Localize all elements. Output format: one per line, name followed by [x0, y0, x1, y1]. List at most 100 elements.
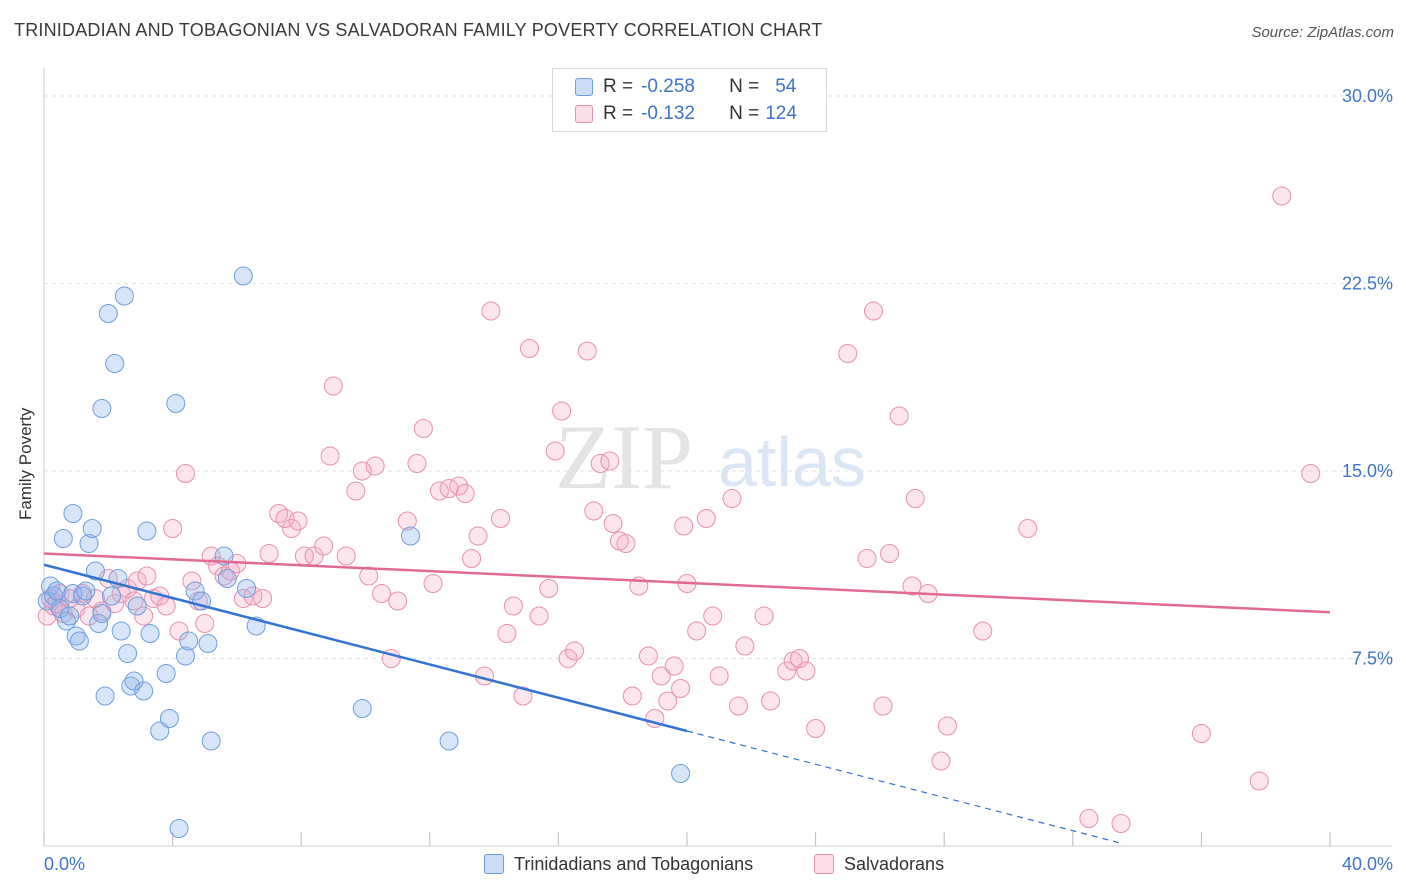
salvadoran-point: [1111, 814, 1131, 833]
trinidadian-point: [66, 626, 86, 646]
trinidadian-point: [134, 681, 154, 701]
salvadoran-point: [529, 606, 549, 626]
trinidadian-point: [185, 581, 205, 601]
trinidadian-point: [114, 286, 134, 306]
watermark-atlas: atlas: [718, 423, 866, 501]
salvadoran-point: [796, 661, 816, 681]
trinidadian-point: [85, 561, 105, 581]
salvadoran-point: [806, 719, 826, 738]
salvadoran-point: [696, 509, 716, 528]
salvadoran-point: [346, 481, 366, 501]
salvadoran-point: [195, 614, 215, 633]
x-tick-label: 0.0%: [44, 854, 85, 874]
trinidadian-point: [401, 526, 421, 546]
salvadoran-point: [491, 509, 511, 528]
salvadoran-point: [937, 716, 957, 736]
salvadorans-points: [37, 186, 1321, 833]
legend-n-label: N =: [729, 76, 760, 97]
salvadoran-point: [790, 649, 810, 668]
trinidadian-point: [95, 686, 115, 706]
salvadoran-point: [603, 514, 623, 533]
salvadoran-point: [259, 544, 279, 563]
trinidadian-point: [201, 731, 221, 751]
salvadoran-point: [545, 441, 565, 461]
trinidadian-point: [137, 521, 157, 541]
salvadoran-point: [359, 566, 379, 586]
salvadoran-point: [314, 536, 334, 556]
salvadoran-point: [873, 696, 893, 716]
y-tick-label: 7.5%: [1352, 649, 1393, 669]
trinidadian-point: [127, 596, 147, 616]
salvadoran-point: [539, 579, 559, 598]
salvadoran-point: [674, 516, 694, 536]
trinidadian-point: [57, 611, 77, 631]
tick-labels: 7.5% 15.0% 22.5% 30.0% 0.0% 40.0%: [44, 86, 1393, 874]
salvadoran-point: [397, 511, 417, 531]
trinidadian-point: [166, 394, 186, 413]
bottom-legend-trinidadian: Trinidadians and Tobagonians: [484, 852, 753, 876]
salvadoran-point: [616, 534, 636, 553]
salvadoran-point: [889, 406, 909, 426]
salvadoran-point: [880, 544, 900, 563]
trinidadian-trend-extension: [686, 730, 1122, 844]
salvadoran-point: [323, 376, 343, 396]
salvadoran-point: [413, 419, 433, 438]
salvadoran-point: [365, 456, 385, 476]
legend-swatch-blue: [575, 78, 593, 96]
salvadoran-point: [584, 501, 604, 521]
legend-r-value: -0.132: [641, 103, 695, 124]
trinidadian-point: [76, 581, 96, 601]
trinidadian-point: [92, 399, 112, 418]
salvadoran-point: [497, 624, 517, 643]
salvadoran-point: [124, 591, 144, 611]
salvadoran-point: [558, 649, 578, 668]
trinidadian-point: [53, 529, 73, 548]
y-tick-label: 15.0%: [1342, 461, 1393, 481]
trinidadian-point: [121, 676, 141, 696]
y-tick-label: 30.0%: [1342, 86, 1393, 106]
salvadoran-point: [973, 621, 993, 641]
salvadoran-point: [169, 621, 189, 641]
salvadoran-point: [664, 656, 684, 676]
salvadoran-point: [600, 451, 620, 471]
trinidadian-points: [37, 266, 691, 838]
salvadoran-point: [352, 461, 372, 481]
salvadoran-point: [687, 621, 707, 641]
salvadoran-point: [423, 574, 443, 593]
trinidadian-trend-line: [43, 563, 688, 733]
salvadoran-point: [577, 341, 597, 361]
trinidadian-point: [179, 631, 199, 651]
legend-n-label: N =: [729, 103, 760, 124]
salvadoran-point: [513, 686, 533, 706]
salvadoran-point: [905, 489, 925, 508]
salvadoran-point: [481, 301, 501, 321]
salvadoran-point: [163, 519, 183, 538]
salvadoran-point: [282, 519, 302, 538]
trinidadian-point: [217, 569, 237, 588]
salvadoran-point: [156, 596, 176, 616]
salvadoran-point: [253, 589, 273, 608]
salvadoran-trend-line: [43, 552, 1331, 614]
salvadoran-point: [1079, 809, 1099, 828]
legend-r-value: -0.258: [641, 76, 695, 97]
salvadoran-point: [722, 489, 742, 508]
salvadoran-point: [336, 546, 356, 566]
trinidadian-point: [47, 581, 67, 601]
trinidadian-point: [60, 606, 80, 626]
trinidadian-point: [671, 764, 691, 783]
trinidadian-point: [156, 664, 176, 683]
trinidadian-point: [73, 586, 93, 606]
salvadoran-point: [703, 606, 723, 626]
salvadoran-point: [503, 596, 523, 616]
salvadoran-point: [838, 344, 858, 363]
salvadoran-point: [455, 484, 475, 503]
legend-swatch-pink: [575, 105, 593, 123]
trinidadian-point: [439, 731, 459, 751]
trinidadian-point: [233, 266, 253, 286]
trinidadian-point: [198, 634, 218, 653]
trinidadian-point: [82, 519, 102, 538]
legend-row-salvadoran: R = -0.132 N = 124: [575, 103, 797, 125]
y-tick-label: 22.5%: [1342, 274, 1393, 294]
trinidadian-point: [124, 671, 144, 691]
